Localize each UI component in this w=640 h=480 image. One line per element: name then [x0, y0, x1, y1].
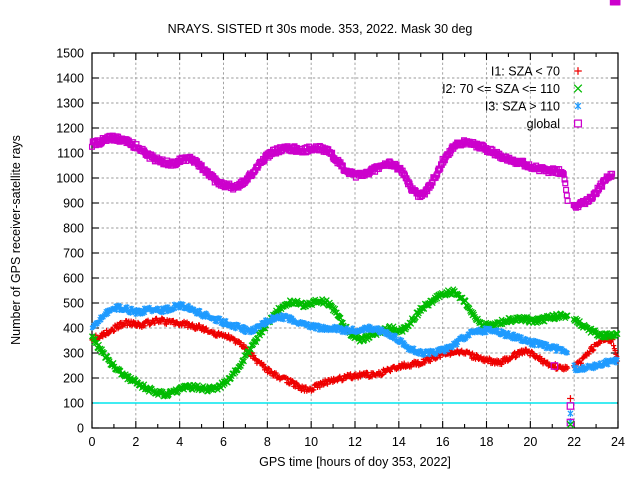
- data-point: [612, 348, 618, 354]
- data-point: [225, 332, 232, 338]
- data-point: [103, 327, 110, 334]
- legend-label: global: [527, 117, 560, 131]
- y-tick-label: 400: [63, 322, 84, 336]
- x-tick-label: 0: [89, 435, 96, 449]
- y-tick-label: 600: [63, 272, 84, 286]
- data-point: [111, 328, 117, 334]
- data-point: [201, 328, 207, 334]
- x-tick-label: 8: [264, 435, 271, 449]
- x-tick-label: 2: [132, 435, 139, 449]
- data-point: [261, 361, 267, 368]
- data-point: [349, 376, 355, 382]
- y-tick-label: 1000: [56, 172, 84, 186]
- x-tick-label: 16: [436, 435, 450, 449]
- y-tick-label: 200: [63, 372, 84, 386]
- data-point: [590, 348, 596, 354]
- data-point: [611, 343, 617, 349]
- y-tick-label: 800: [63, 222, 84, 236]
- tick-labels-layer: 0100200300400500600700800900100011001200…: [56, 47, 625, 450]
- data-point: [135, 319, 141, 326]
- data-point: [387, 368, 393, 375]
- data-point: [530, 351, 536, 357]
- y-axis-label: Number of GPS receiver-satellite rays: [9, 135, 23, 345]
- data-series-layer: [88, 0, 621, 400]
- x-tick-label: 6: [220, 435, 227, 449]
- x-tick-label: 4: [176, 435, 183, 449]
- x-tick-label: 22: [567, 435, 581, 449]
- data-point: [95, 341, 102, 348]
- y-tick-label: 900: [63, 197, 84, 211]
- data-point: [474, 352, 480, 359]
- data-point: [311, 387, 317, 393]
- data-point: [107, 329, 113, 335]
- legend-label: I3: SZA > 110: [485, 100, 560, 114]
- y-tick-label: 1500: [56, 47, 84, 61]
- data-point: [422, 360, 428, 366]
- data-point: [289, 377, 295, 384]
- series-plus: [89, 315, 621, 394]
- y-tick-label: 1100: [57, 147, 84, 161]
- x-tick-label: 14: [392, 435, 406, 449]
- data-point: [512, 354, 519, 361]
- y-tick-label: 1200: [56, 122, 84, 136]
- data-point: [437, 354, 443, 360]
- x-tick-label: 18: [480, 435, 494, 449]
- legend-label: I1: SZA < 70: [491, 65, 560, 79]
- y-tick-label: 100: [63, 397, 84, 411]
- data-point: [513, 354, 519, 360]
- y-tick-label: 700: [63, 247, 84, 261]
- data-point: [470, 309, 477, 316]
- data-point: [203, 325, 209, 331]
- data-point: [125, 319, 131, 325]
- data-point: [379, 372, 385, 378]
- data-point: [266, 366, 272, 372]
- data-point: [564, 365, 571, 371]
- data-point: [241, 342, 247, 348]
- data-point: [516, 352, 522, 358]
- legend-label: I2: 70 <= SZA <= 110: [442, 82, 560, 96]
- data-point: [273, 370, 279, 376]
- x-tick-label: 20: [523, 435, 537, 449]
- data-point: [473, 351, 479, 358]
- y-tick-label: 500: [63, 297, 84, 311]
- x-tick-label: 12: [348, 435, 362, 449]
- data-point: [545, 359, 551, 365]
- chart-title: NRAYS. SISTED rt 30s mode. 353, 2022. Ma…: [168, 22, 473, 36]
- data-point: [462, 297, 469, 304]
- data-point: [588, 344, 594, 350]
- x-tick-label: 10: [304, 435, 318, 449]
- x-axis-label: GPS time [hours of doy 353, 2022]: [259, 455, 451, 469]
- y-tick-label: 1300: [56, 97, 84, 111]
- x-tick-label: 24: [611, 435, 625, 449]
- data-point: [196, 322, 202, 328]
- data-point: [238, 340, 244, 346]
- data-point: [401, 360, 407, 366]
- y-tick-label: 1400: [56, 72, 84, 86]
- data-point: [586, 351, 592, 357]
- plot-frame: [91, 52, 619, 429]
- data-point: [224, 379, 231, 386]
- data-point: [591, 347, 597, 353]
- y-tick-label: 0: [77, 422, 84, 436]
- data-point: [142, 323, 148, 329]
- data-point: [240, 358, 247, 365]
- data-point: [408, 320, 415, 327]
- grid-layer: [92, 53, 618, 428]
- y-tick-label: 300: [63, 347, 84, 361]
- data-point: [427, 358, 433, 365]
- data-point: [251, 352, 257, 359]
- data-point: [285, 375, 291, 382]
